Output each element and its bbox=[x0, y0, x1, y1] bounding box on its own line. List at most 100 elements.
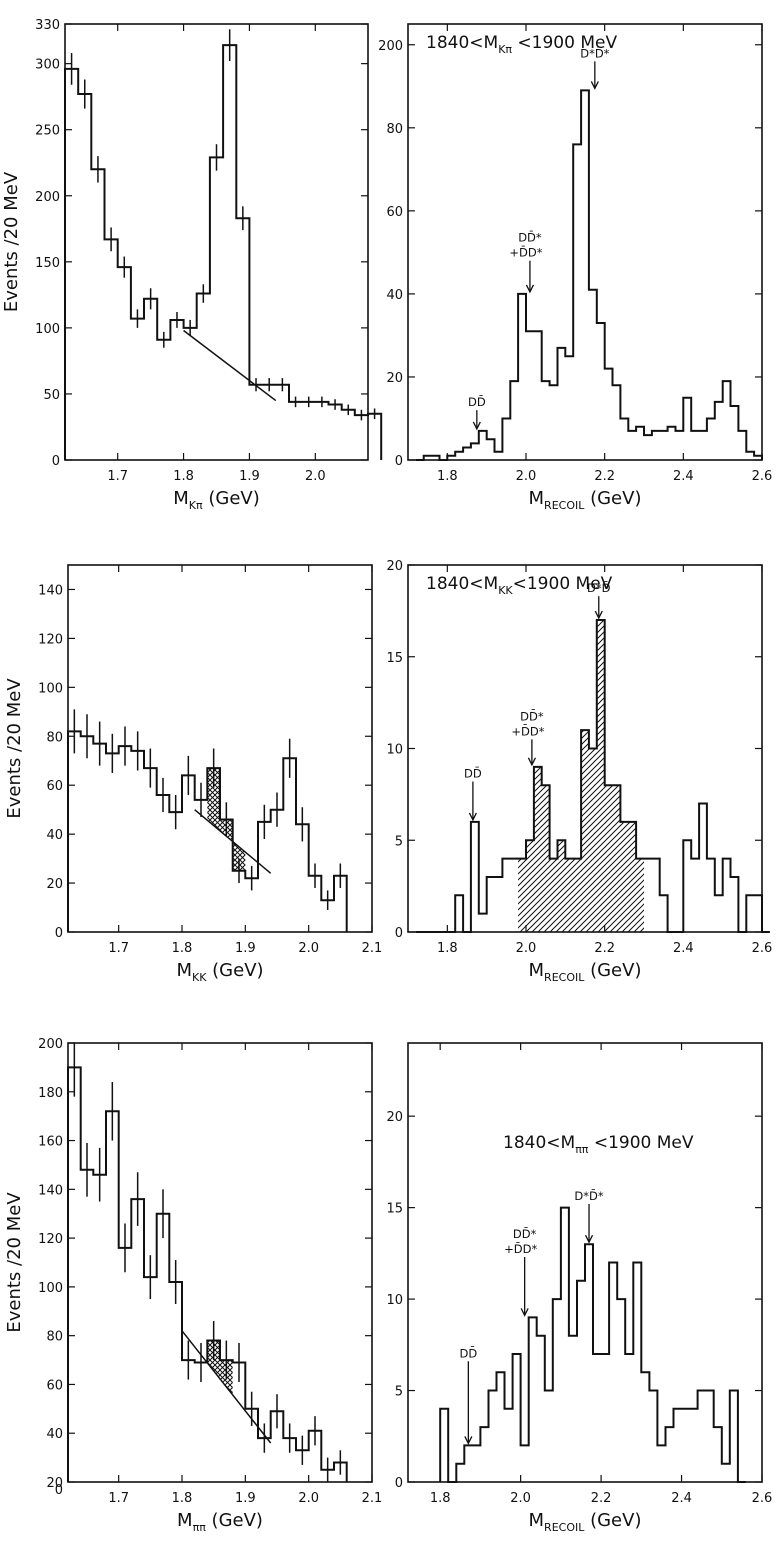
y-tick-label: 120 bbox=[38, 1232, 63, 1247]
annotation-label: DD̄* bbox=[513, 1227, 537, 1241]
mass-cut-rest: <1900 MeV bbox=[513, 574, 613, 594]
x-tick-label: 1.8 bbox=[437, 941, 458, 956]
y-tick-label: 0 bbox=[395, 926, 403, 941]
x-tick-label: 2.2 bbox=[591, 1491, 612, 1506]
x-axis-label-main: M bbox=[173, 488, 189, 509]
x-axis-label-unit: (GeV) bbox=[584, 1510, 641, 1531]
x-tick-label: 2.4 bbox=[671, 1491, 692, 1506]
signal-shaded-region bbox=[207, 768, 246, 871]
x-tick-label: 1.7 bbox=[108, 941, 129, 956]
arrow-head bbox=[594, 610, 603, 620]
y-tick-label: 20 bbox=[386, 1110, 403, 1125]
x-tick-label: 2.1 bbox=[362, 1491, 383, 1506]
y-tick-label: 100 bbox=[35, 322, 60, 337]
y-tick-label: 5 bbox=[395, 834, 403, 849]
x-axis-label-unit: (GeV) bbox=[206, 960, 263, 981]
annotation-label: +D̄D* bbox=[509, 246, 542, 260]
x-axis-label: MKπ (GeV) bbox=[173, 488, 259, 512]
x-tick-label: 2.6 bbox=[752, 941, 773, 956]
y-tick-label: 0 bbox=[55, 926, 63, 941]
x-axis-label-sub: ππ bbox=[193, 1521, 207, 1534]
x-tick-label: 1.8 bbox=[172, 941, 193, 956]
histogram-steps bbox=[67, 730, 348, 932]
y-tick-label: 80 bbox=[46, 1330, 63, 1345]
annotation-label: +D̄D* bbox=[504, 1242, 537, 1256]
mass-cut-sub: ππ bbox=[575, 1143, 589, 1156]
y-tick-label: 40 bbox=[46, 828, 63, 843]
x-axis-label: MRECOIL (GeV) bbox=[529, 960, 642, 984]
mass-cut-text: 1840<M bbox=[426, 574, 498, 594]
annotation-label: D*D̄* bbox=[574, 1189, 603, 1203]
mass-cut-sub: KK bbox=[498, 584, 513, 597]
x-tick-label: 2.2 bbox=[594, 469, 615, 484]
y-tick-label: 15 bbox=[386, 651, 403, 666]
x-axis-label-sub: RECOIL bbox=[544, 499, 585, 512]
y-tick-label: 300 bbox=[35, 58, 60, 73]
arrow-head bbox=[525, 284, 535, 294]
background-fit-line bbox=[183, 329, 277, 402]
x-axis-label-unit: (GeV) bbox=[203, 488, 260, 509]
y-axis-label: Events /20 MeV bbox=[1, 171, 22, 312]
y-tick-label: 150 bbox=[35, 256, 60, 271]
mass-cut-label: 1840<Mππ <1900 MeV bbox=[503, 1133, 694, 1156]
x-axis-label: MRECOIL (GeV) bbox=[529, 1510, 642, 1534]
y-tick-label: 20 bbox=[386, 371, 403, 386]
y-tick-label: 40 bbox=[386, 288, 403, 303]
mass-cut-rest: <1900 MeV bbox=[512, 33, 617, 53]
arrow-head bbox=[527, 757, 536, 767]
y-tick-label: 60 bbox=[46, 1378, 63, 1393]
x-axis-label: MKK (GeV) bbox=[176, 960, 263, 984]
panel-kk-mass: 1.7 1.8 1.9 2.0 2.1 0 20 40 60 80 100 120 140 MKK (Ge… bbox=[4, 564, 382, 984]
x-tick-label: 1.7 bbox=[108, 1491, 129, 1506]
y-tick-label: 50 bbox=[43, 388, 60, 403]
mass-cut-label: 1840<MKK<1900 MeV bbox=[426, 574, 613, 597]
x-axis-label-main: M bbox=[529, 960, 545, 981]
y-tick-label: 15 bbox=[386, 1202, 403, 1217]
y-tick-label: 40 bbox=[46, 1427, 63, 1442]
y-tick-label: 0 bbox=[395, 454, 403, 469]
y-tick-label: 5 bbox=[395, 1385, 403, 1400]
x-axis-label-main: M bbox=[177, 1510, 193, 1531]
histogram-steps bbox=[67, 1066, 348, 1482]
panel-kk-recoil: 1.8 2.0 2.2 2.4 2.6 0 5 10 15 20 MRECOIL (GeV) 1840… bbox=[386, 559, 772, 984]
x-tick-label: 2.4 bbox=[673, 941, 694, 956]
plot-frame bbox=[67, 1042, 373, 1483]
x-tick-label: 1.8 bbox=[172, 1491, 193, 1506]
x-axis-label: MRECOIL (GeV) bbox=[529, 488, 642, 512]
y-tick-label: 200 bbox=[378, 39, 403, 54]
x-tick-label: 1.7 bbox=[107, 469, 128, 484]
y-tick-label: 0 bbox=[395, 1476, 403, 1491]
background-fit-line bbox=[194, 809, 272, 874]
plot-frame bbox=[407, 23, 763, 461]
y-tick-label: 200 bbox=[38, 1037, 63, 1052]
x-tick-label: 2.0 bbox=[298, 1491, 319, 1506]
plot-frame bbox=[67, 564, 373, 933]
y-tick-label: 20 bbox=[386, 559, 403, 574]
arrow-head bbox=[464, 1436, 473, 1445]
x-tick-label: 2.2 bbox=[594, 941, 615, 956]
y-tick-label: 20 bbox=[46, 877, 63, 892]
x-axis-label-main: M bbox=[529, 488, 545, 509]
annotation-label: D*D̄* bbox=[580, 46, 609, 60]
x-tick-label: 1.8 bbox=[430, 1491, 451, 1506]
x-tick-label: 2.0 bbox=[516, 941, 537, 956]
x-tick-label: 2.0 bbox=[305, 469, 326, 484]
y-tick-label: 10 bbox=[386, 743, 403, 758]
y-axis-label: Events /20 MeV bbox=[4, 678, 25, 819]
y-tick-label: 160 bbox=[38, 1135, 63, 1150]
arrow-head bbox=[468, 812, 477, 822]
x-axis-label-unit: (GeV) bbox=[584, 960, 641, 981]
x-axis-label-sub: RECOIL bbox=[544, 1521, 585, 1534]
y-tick-label: 330 bbox=[35, 18, 60, 33]
y-tick-label: 250 bbox=[35, 124, 60, 139]
arrow-head bbox=[520, 1308, 529, 1317]
plot-frame bbox=[407, 1042, 763, 1483]
x-tick-label: 2.4 bbox=[673, 469, 694, 484]
y-tick-label: 140 bbox=[38, 1183, 63, 1198]
x-tick-label: 1.9 bbox=[239, 469, 260, 484]
panel-pipi-mass: 1.7 1.8 1.9 2.0 2.1 20 40 60 80 100 120 140 160 180 20… bbox=[4, 1037, 382, 1534]
arrow-head bbox=[472, 421, 481, 431]
y-tick-label: 80 bbox=[386, 122, 403, 137]
annotation-label: DD̄* bbox=[520, 709, 544, 723]
y-tick-label: 200 bbox=[35, 190, 60, 205]
